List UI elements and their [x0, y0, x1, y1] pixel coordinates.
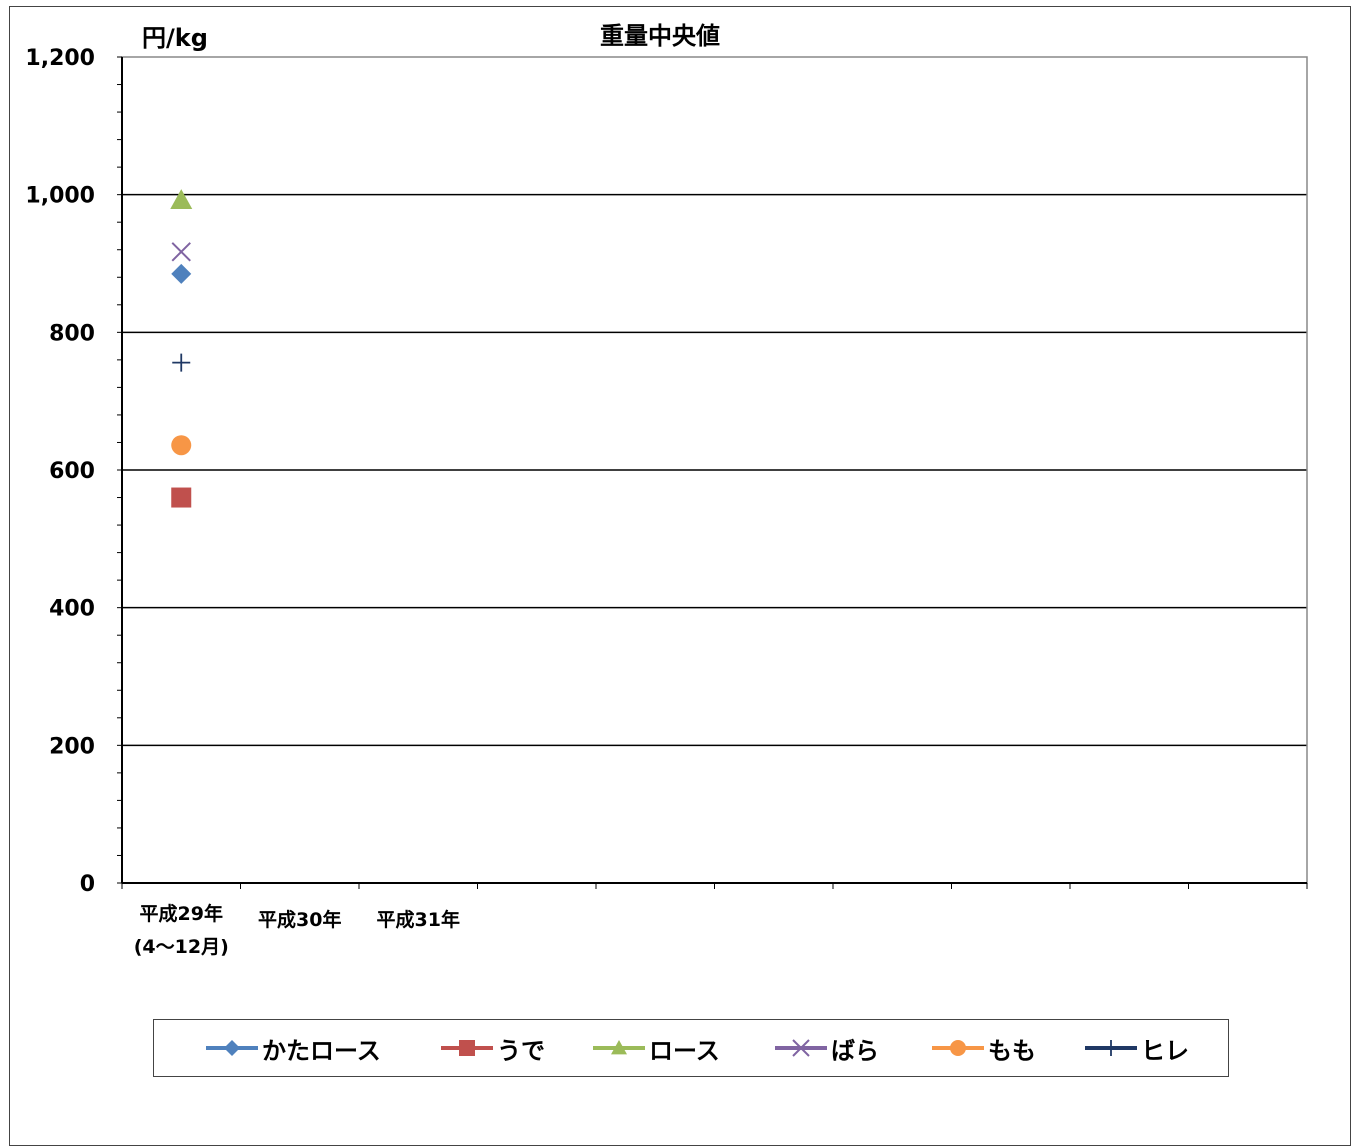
- legend-label: ロース: [649, 1036, 720, 1065]
- legend: かたロース うで ロース ばら もも ヒレ: [153, 1019, 1229, 1077]
- y-tick-label: 600: [49, 459, 95, 484]
- series-circle: [171, 435, 192, 456]
- legend-marker: [950, 1040, 966, 1056]
- series-square: [171, 487, 192, 508]
- y-tick-label: 200: [49, 734, 95, 759]
- x-tick-label: (4～12月): [134, 936, 229, 958]
- legend-label: かたロース: [262, 1036, 381, 1065]
- legend-label: うで: [497, 1036, 545, 1065]
- y-tick-label: 1,000: [25, 184, 95, 209]
- gridlines: [122, 193, 1307, 747]
- y-axis-ticks: 0 200 400 600 800 1,000 1,200: [25, 46, 122, 897]
- series-triangle: [170, 189, 193, 209]
- series-plus: [172, 353, 191, 372]
- legend-marker: [459, 1040, 475, 1056]
- legend-item: ばら: [773, 1020, 879, 1076]
- data-point: [172, 353, 191, 372]
- x-tick-label: 平成31年: [377, 908, 460, 931]
- data-point: [171, 242, 191, 262]
- legend-swatch: [1085, 1040, 1137, 1056]
- y-axis-unit-label: 円/kg: [142, 24, 208, 52]
- legend-swatch: [206, 1040, 258, 1056]
- legend-swatch: [775, 1039, 827, 1057]
- series-x: [171, 242, 191, 262]
- legend-swatch: [593, 1040, 645, 1055]
- data-point: [170, 189, 193, 209]
- legend-item: ヒレ: [1083, 1020, 1189, 1076]
- legend-marker: [792, 1039, 810, 1057]
- x-axis-ticks: 平成29年 (4～12月) 平成30年 平成31年: [121, 883, 1308, 958]
- chart-title: 重量中央値: [600, 22, 720, 50]
- y-tick-label: 800: [49, 321, 95, 346]
- legend-item: かたロース: [204, 1020, 381, 1076]
- data-point: [171, 487, 192, 508]
- y-tick-label: 0: [80, 872, 95, 897]
- series-diamond: [171, 263, 192, 284]
- legend-item: もも: [930, 1020, 1036, 1076]
- chart-frame: [9, 6, 1351, 1146]
- legend-label: ヒレ: [1141, 1036, 1189, 1065]
- x-tick-label: 平成30年: [258, 908, 341, 931]
- legend-label: ばら: [831, 1036, 879, 1065]
- data-points: [170, 189, 193, 508]
- legend-marker: [224, 1040, 240, 1056]
- data-point: [171, 435, 192, 456]
- x-tick-label: 平成29年: [140, 902, 223, 925]
- y-tick-label: 1,200: [25, 46, 95, 71]
- legend-marker: [611, 1040, 627, 1055]
- legend-item: ロース: [591, 1020, 720, 1076]
- legend-label: もも: [988, 1036, 1036, 1065]
- data-point: [171, 263, 192, 284]
- legend-swatch: [932, 1040, 984, 1056]
- legend-item: うで: [439, 1020, 545, 1076]
- legend-marker: [1103, 1040, 1119, 1056]
- y-tick-label: 400: [49, 597, 95, 622]
- legend-swatch: [441, 1040, 493, 1056]
